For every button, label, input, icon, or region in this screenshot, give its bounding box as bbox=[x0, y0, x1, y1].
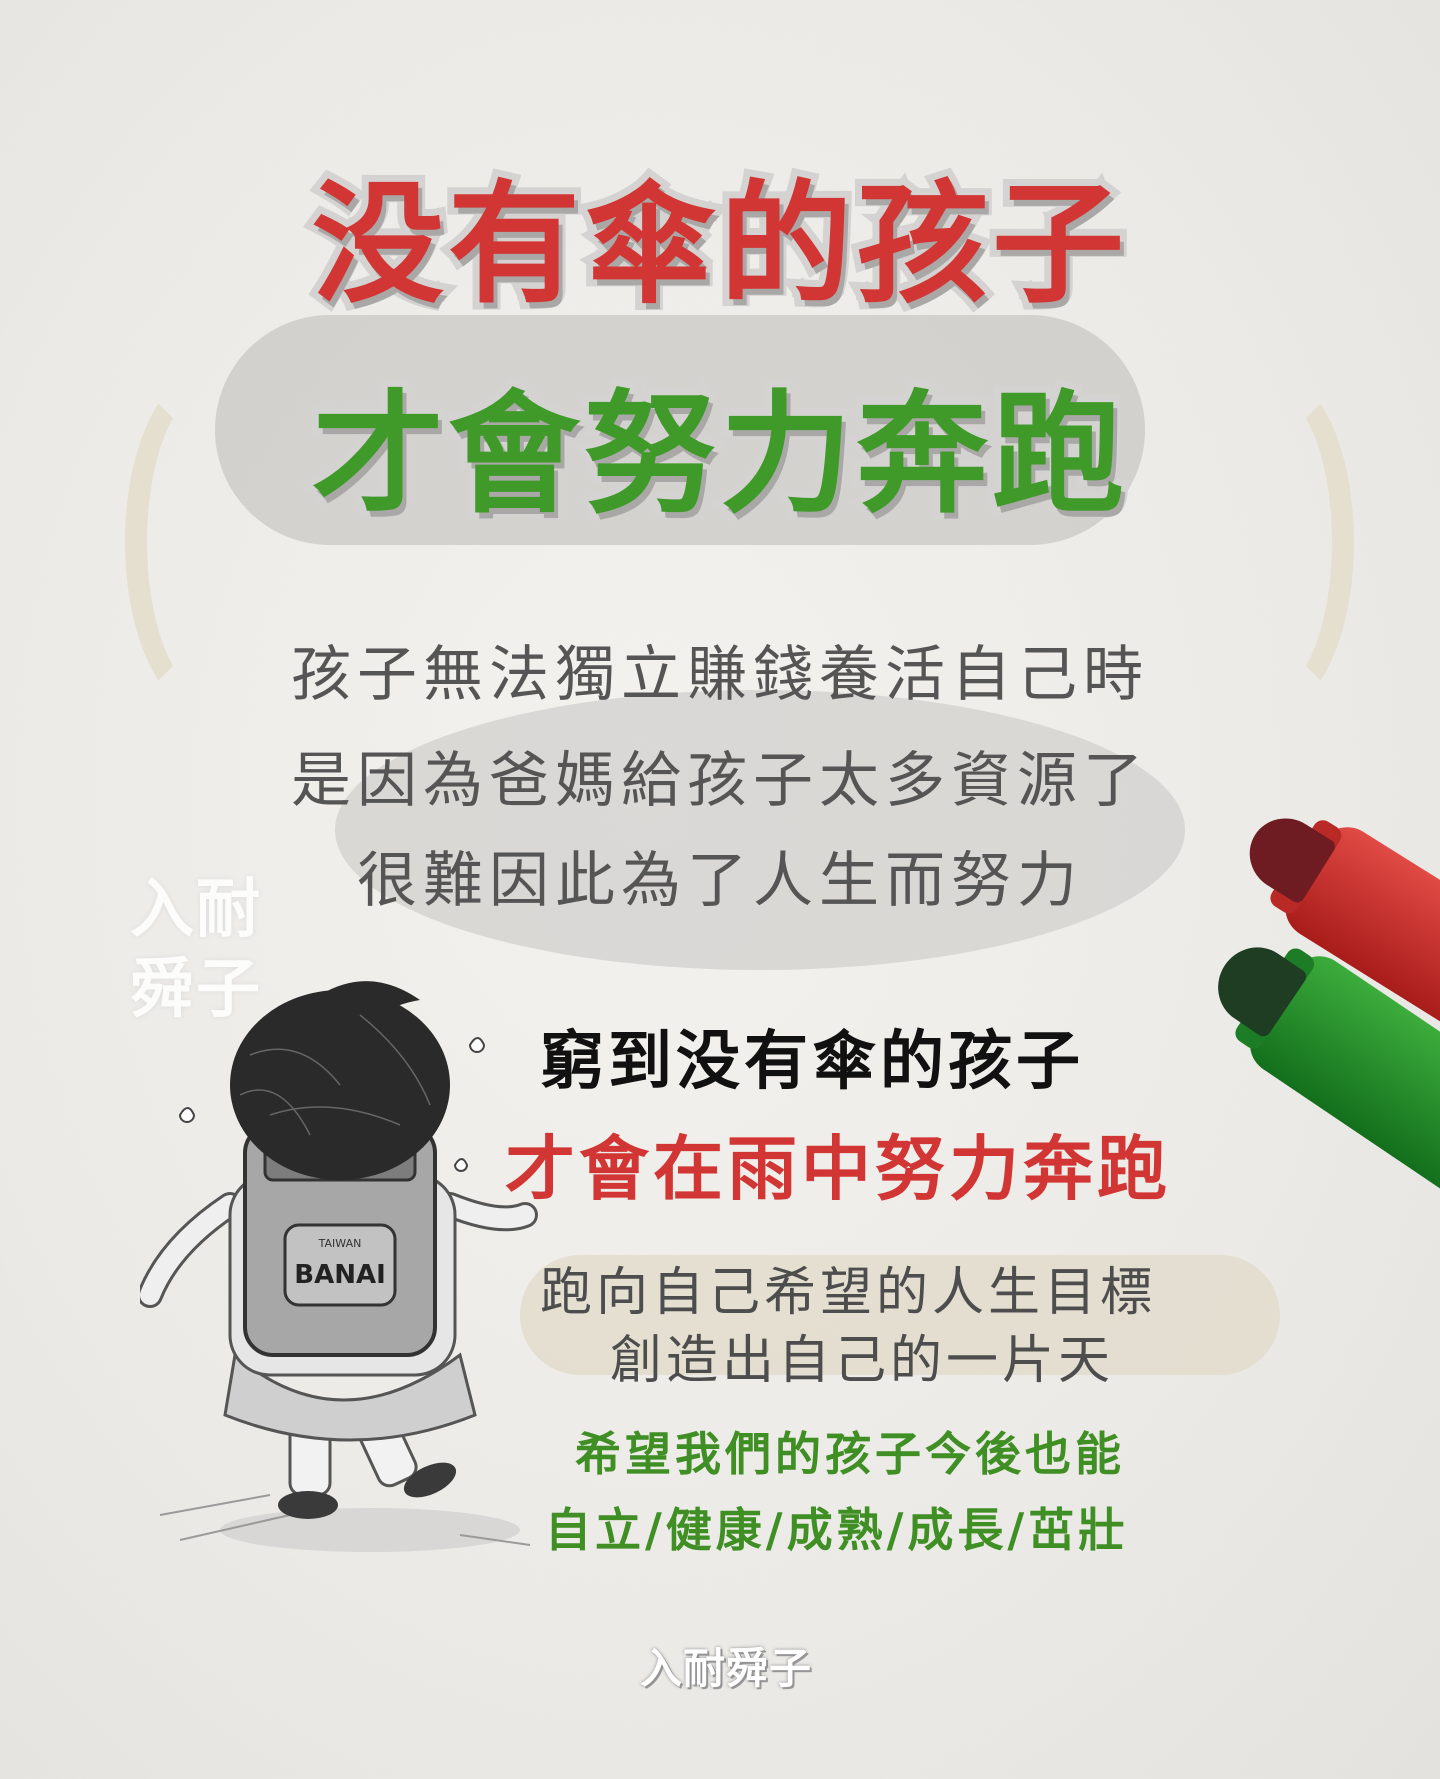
title-backdrop bbox=[215, 315, 1145, 545]
backpack-small-text: TAIWAN bbox=[318, 1237, 362, 1250]
watermark: 入耐 舜子 bbox=[130, 870, 340, 1030]
title-line-2: 才會努力奔跑 bbox=[305, 373, 1131, 537]
paragraph2-line-1: 跑向自己希望的人生目標 bbox=[540, 1263, 1157, 1323]
paragraph1-line-1: 孩子無法獨立賺錢養活自己時 bbox=[291, 640, 1149, 710]
paragraph1-line-2: 是因為爸媽給孩子太多資源了 bbox=[291, 746, 1149, 816]
backpack-brand-text: BANAI bbox=[294, 1260, 386, 1290]
wish-line-1: 希望我們的孩子今後也能 bbox=[575, 1427, 1125, 1481]
running-child-illustration: TAIWAN BANAI bbox=[140, 981, 538, 1552]
paragraph-backdrop bbox=[335, 690, 1185, 970]
punchline-line-2: 才會在雨中努力奔跑 bbox=[505, 1128, 1171, 1210]
paragraph2-line-2: 創造出自己的一片天 bbox=[610, 1331, 1115, 1391]
paragraph2-backdrop bbox=[520, 1255, 1280, 1375]
title-line-1: 没有傘的孩子 bbox=[305, 163, 1131, 327]
author-signature: 入耐舜子 bbox=[640, 1644, 813, 1693]
watermark-line-1: 入耐 bbox=[130, 873, 262, 947]
punchline-line-1: 窮到没有傘的孩子 bbox=[540, 1025, 1084, 1099]
wish-line-2: 自立/健康/成熟/成長/茁壯 bbox=[545, 1503, 1129, 1557]
watermark-line-2: 舜子 bbox=[130, 953, 262, 1027]
paragraph1-line-3: 很難因此為了人生而努力 bbox=[357, 846, 1083, 916]
